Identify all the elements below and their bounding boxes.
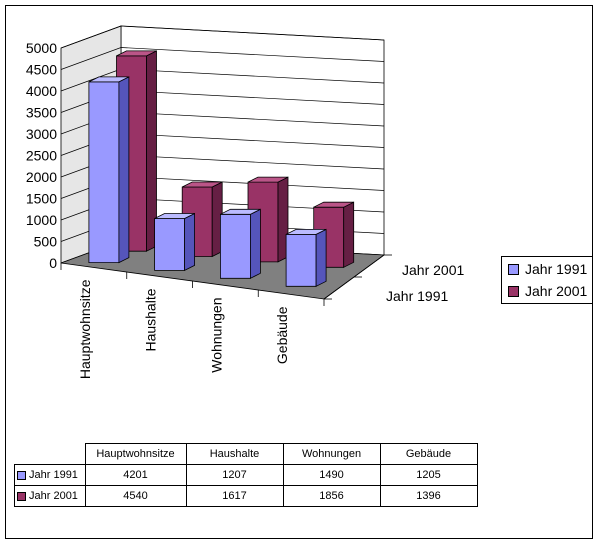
table-header-cell: Gebäude: [379, 443, 478, 465]
y-tick-label: 5000: [26, 40, 57, 56]
y-tick-label: 500: [34, 234, 58, 250]
table-row: Jahr 2001 4540 1617 1856 1396: [14, 485, 478, 507]
bar-top-1-1: [182, 181, 223, 188]
table-header-row: Hauptwohnsitze Haushalte Wohnungen Gebäu…: [15, 443, 478, 465]
y-tick-label: 4500: [26, 62, 57, 78]
y-tick-label: 3000: [26, 126, 57, 142]
gridline: [60, 25, 385, 49]
depth-label: Jahr 1991: [386, 288, 448, 304]
y-tick-label: 2500: [26, 148, 57, 164]
table-row-head: Jahr 1991: [14, 464, 86, 486]
x-tick-label: Hauptwohnsitze: [77, 279, 93, 379]
table-row: Jahr 1991 4201 1207 1490 1205: [14, 464, 478, 486]
bar-side-0-2: [249, 208, 261, 279]
legend-label-2001: Jahr 2001: [525, 283, 588, 299]
gridline: [60, 47, 385, 70]
legend-swatch-2001: [508, 285, 519, 297]
bar-front-0-2: [219, 213, 251, 279]
table-cell: 1205: [379, 464, 478, 486]
y-tick-label: 4000: [26, 83, 57, 99]
table-cell: 1490: [282, 464, 381, 486]
table-header-cell: Wohnungen: [282, 443, 381, 465]
bar-side-1-3: [343, 201, 355, 268]
table-row-label: Jahr 2001: [29, 490, 78, 502]
legend-item-2001: Jahr 2001: [508, 281, 587, 301]
table-header-cell: Hauptwohnsitze: [84, 443, 187, 465]
bar-front-0-1: [154, 218, 186, 271]
legend: Jahr 1991 Jahr 2001: [501, 256, 593, 304]
bar-top-1-0: [116, 50, 157, 57]
y-tick-label: 3500: [26, 105, 57, 121]
x-tick-label: Wohnungen: [208, 298, 224, 373]
table-cell: 1617: [185, 485, 284, 507]
x-tick-label: Gebäude: [274, 306, 290, 364]
x-tick-label: Haushalte: [143, 288, 159, 351]
bar-side-0-0: [118, 76, 130, 264]
bar-front-0-3: [285, 233, 317, 287]
bar-top-1-3: [313, 201, 354, 208]
bar-front-0-0: [88, 81, 120, 264]
table-swatch-2001: [17, 491, 26, 501]
bar-top-0-0: [88, 76, 130, 83]
legend-label-1991: Jahr 1991: [525, 261, 588, 277]
chart-3d-bar: 0 500 1000 1500 2000 2500 3000 3500 4000 4500 5000…: [26, 25, 464, 379]
chart-frame: 0 500 1000 1500 2000 2500 3000 3500 4000 4500 5000…: [5, 5, 593, 539]
table-cell: 4201: [84, 464, 187, 486]
y-tick-label: 2000: [26, 169, 57, 185]
table-row-head: Jahr 2001: [14, 485, 86, 507]
table-corner: [15, 444, 86, 465]
table-header-cell: Haushalte: [185, 443, 284, 465]
bar-side-0-3: [315, 228, 327, 287]
y-tick-label: 1500: [26, 191, 57, 207]
bar-top-0-2: [220, 208, 261, 215]
y-tick-label: 1000: [26, 212, 57, 228]
legend-item-1991: Jahr 1991: [508, 259, 587, 279]
table-row-label: Jahr 1991: [29, 469, 78, 481]
bar-top-0-3: [285, 228, 327, 235]
table-cell: 1207: [185, 464, 284, 486]
table-cell: 1396: [379, 485, 478, 507]
table-cell: 1856: [282, 485, 381, 507]
legend-swatch-1991: [508, 263, 519, 275]
data-table: Hauptwohnsitze Haushalte Wohnungen Gebäu…: [14, 443, 478, 507]
depth-label: Jahr 2001: [402, 262, 464, 278]
y-tick-label: 0: [49, 255, 57, 271]
table-swatch-1991: [17, 470, 26, 480]
bar-side-0-1: [184, 212, 196, 272]
table-cell: 4540: [84, 485, 187, 507]
bar-top-1-2: [247, 176, 289, 183]
bar-top-0-1: [154, 213, 195, 219]
